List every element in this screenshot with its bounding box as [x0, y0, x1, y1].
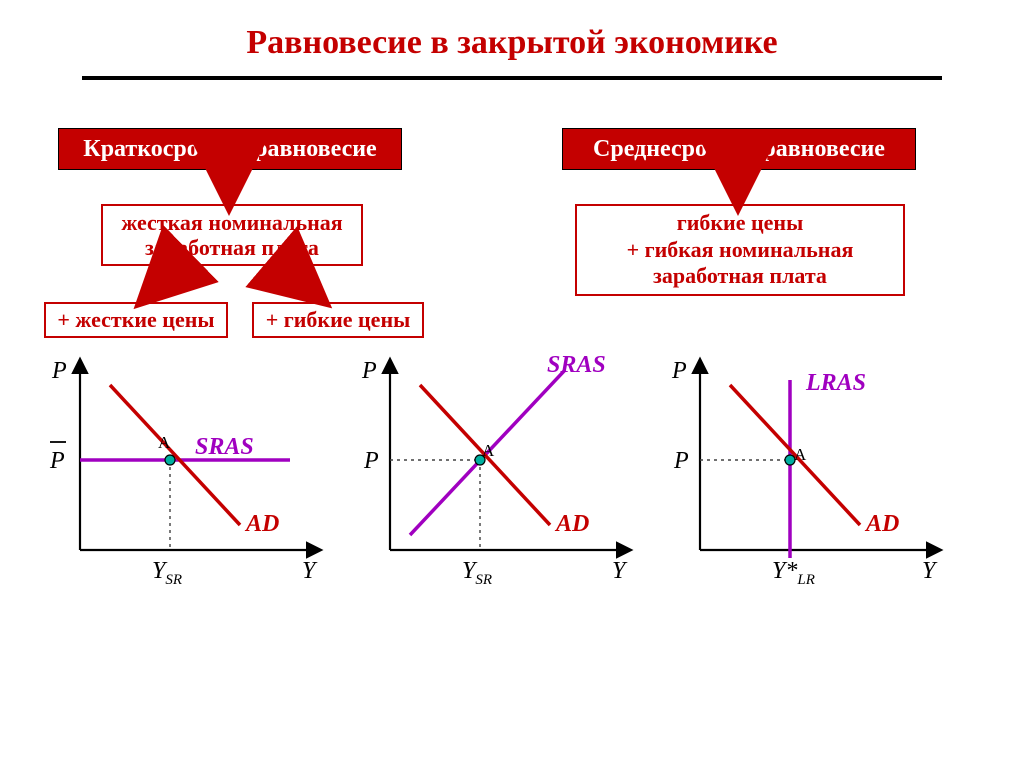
chart-1: P Y P YSR A SRAS AD — [30, 350, 330, 630]
ad-label: AD — [864, 511, 899, 537]
ad-label: AD — [244, 511, 279, 537]
y-tick-label: YSR — [462, 558, 492, 588]
y-axis-label: P — [671, 358, 687, 384]
point-label: A — [482, 441, 495, 460]
y-tick-label: Y*LR — [772, 558, 815, 588]
point-label: A — [794, 445, 807, 464]
x-axis-label: Y — [922, 558, 938, 584]
p-tick-label: P — [673, 448, 689, 474]
sras-label: SRAS — [195, 434, 254, 460]
y-axis-label: P — [361, 358, 377, 384]
p-tick-label: P — [363, 448, 379, 474]
chart-3: P Y P Y*LR A LRAS AD — [650, 350, 970, 630]
point-label: A — [158, 433, 171, 452]
x-axis-label: Y — [612, 558, 628, 584]
y-tick-label: YSR — [152, 558, 182, 588]
x-axis-label: Y — [302, 558, 318, 584]
sras-label: SRAS — [547, 352, 606, 378]
equilibrium-point — [165, 455, 175, 465]
chart-2: P Y P YSR A SRAS AD — [340, 350, 640, 630]
lras-label: LRAS — [805, 370, 866, 396]
p-bar-label: P — [49, 448, 65, 474]
connector-arrows — [0, 0, 1024, 360]
ad-label: AD — [554, 511, 589, 537]
y-axis-label: P — [51, 358, 67, 384]
